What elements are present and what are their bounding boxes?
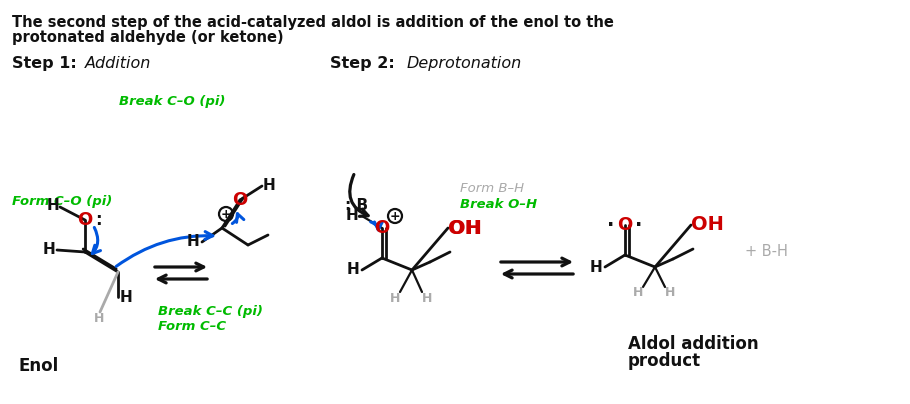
Text: : B: : B [345, 198, 369, 213]
Text: H: H [422, 292, 432, 305]
Text: Form C–C: Form C–C [158, 320, 226, 333]
Text: H: H [94, 311, 104, 324]
Text: +: + [389, 210, 400, 223]
Text: Form B–H: Form B–H [460, 181, 524, 194]
Text: H: H [632, 286, 643, 299]
Text: O: O [374, 219, 389, 237]
Text: O: O [77, 211, 93, 229]
Text: protonated aldehyde (or ketone): protonated aldehyde (or ketone) [12, 30, 284, 45]
Text: OH: OH [448, 219, 480, 238]
Text: Addition: Addition [85, 56, 151, 71]
Text: + B-H: + B-H [745, 244, 788, 259]
Text: Form C–O (pi): Form C–O (pi) [12, 195, 112, 208]
Text: H: H [43, 242, 56, 257]
Text: OH: OH [691, 215, 723, 234]
Text: ·: · [635, 215, 642, 234]
Text: The second step of the acid-catalyzed aldol is addition of the enol to the: The second step of the acid-catalyzed al… [12, 15, 614, 30]
Text: Break C–O (pi): Break C–O (pi) [119, 95, 225, 108]
Text: Step 1:: Step 1: [12, 56, 76, 71]
Text: Enol: Enol [18, 357, 58, 375]
Text: H: H [346, 208, 359, 223]
Text: H: H [665, 286, 675, 299]
Text: Break O–H: Break O–H [460, 198, 537, 210]
Text: H: H [187, 234, 199, 250]
Text: Deprotonation: Deprotonation [407, 56, 522, 71]
Text: H: H [263, 177, 276, 192]
Text: :: : [95, 211, 101, 229]
Text: +: + [221, 208, 231, 221]
Text: O: O [232, 191, 248, 209]
Text: H: H [590, 259, 602, 274]
Text: ·: · [607, 215, 614, 234]
Text: Aldol addition: Aldol addition [628, 335, 759, 353]
Text: H: H [46, 198, 59, 213]
Text: O: O [617, 216, 632, 234]
Text: Step 2:: Step 2: [330, 56, 395, 71]
Text: OH: OH [449, 219, 482, 238]
Text: H: H [119, 290, 132, 305]
Text: H: H [389, 292, 400, 305]
Text: Break C–C (pi): Break C–C (pi) [158, 305, 263, 318]
Text: product: product [628, 352, 701, 370]
Text: H: H [347, 263, 359, 278]
